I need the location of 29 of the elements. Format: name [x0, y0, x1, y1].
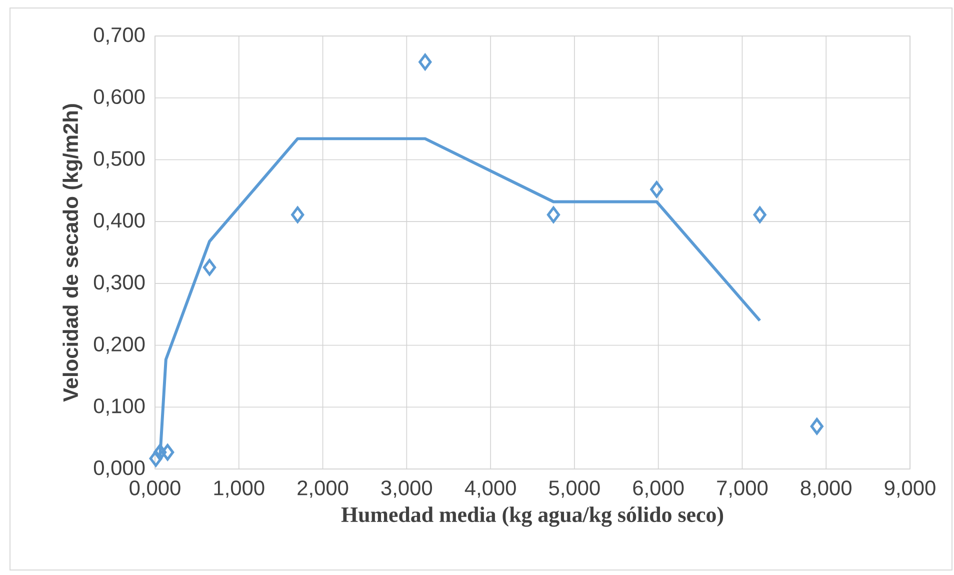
- point: [161, 444, 174, 461]
- point: [202, 259, 216, 276]
- point: [418, 54, 432, 70]
- x-tick-label: 0,000: [130, 480, 180, 498]
- y-axis-title: Velocidad de secado (kg/m2h): [62, 104, 82, 402]
- x-tick-label: 8,000: [800, 480, 852, 498]
- x-tick-label: 4,000: [464, 480, 516, 498]
- point: [810, 418, 824, 435]
- point: [650, 181, 664, 198]
- y-tick-label: 0,100: [94, 398, 145, 416]
- point: [753, 206, 766, 224]
- point: [546, 206, 560, 224]
- y-tick-label: 0,500: [94, 151, 145, 168]
- x-tick-label: 7,000: [717, 480, 768, 498]
- x-tick-label: 1,000: [214, 480, 264, 498]
- x-axis-title: Humedad media (kg agua/kg sólido seco): [341, 506, 724, 527]
- y-tick-label: 0,000: [94, 460, 145, 478]
- x-tick-label: 9,000: [884, 480, 936, 498]
- x-tick-label: 5,000: [549, 480, 600, 498]
- x-tick-label: 3,000: [381, 480, 432, 498]
- point: [149, 450, 162, 467]
- y-tick-label: 0,200: [94, 336, 145, 354]
- point: [291, 206, 304, 224]
- x-tick-label: 6,000: [633, 480, 684, 498]
- x-tick-label: 2,000: [298, 480, 348, 498]
- y-tick-label: 0,300: [94, 274, 145, 292]
- y-tick-label: 0,700: [94, 27, 145, 45]
- y-tick-label: 0,600: [94, 89, 145, 106]
- y-tick-label: 0,400: [94, 212, 145, 230]
